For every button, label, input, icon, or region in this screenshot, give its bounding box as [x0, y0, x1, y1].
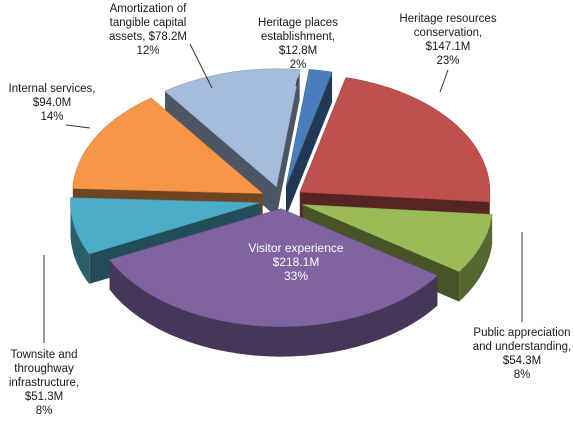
leader-line [295, 77, 299, 87]
pie-slice [285, 69, 333, 187]
pie-slice [302, 204, 493, 272]
slice-wall [276, 69, 300, 217]
leader-line [65, 124, 91, 129]
slice-wall [286, 72, 333, 217]
leader-line [189, 43, 213, 89]
slice-rim [459, 214, 493, 302]
slice-label: Heritage resources conservation, $147.1M 23… [399, 13, 496, 67]
pie-slice [299, 77, 491, 203]
slice-rim [109, 259, 438, 357]
slice-label: Heritage places establishment, $12.8M 2% [258, 17, 338, 71]
slice-label: Amortization of tangible capital assets, $… [109, 3, 187, 57]
pie-slice [72, 97, 264, 194]
slice-label: Townsite and throughway infrastructure, $51… [9, 349, 79, 417]
slice-tops [70, 68, 493, 327]
slice-labels: Heritage places establishment, $12.8M 2% Her… [9, 3, 572, 417]
slice-label: Public appreciation and understanding, $54… [473, 327, 571, 381]
pie-slice [164, 68, 301, 188]
pie-slice [70, 197, 261, 255]
slice-label: Visitor experience $218.1M 33% [248, 241, 343, 283]
slice-label: Internal services, $94.0M 14% [9, 83, 96, 123]
pie-slice [109, 208, 438, 327]
leader-line [439, 69, 449, 93]
slice-rim [70, 202, 90, 284]
